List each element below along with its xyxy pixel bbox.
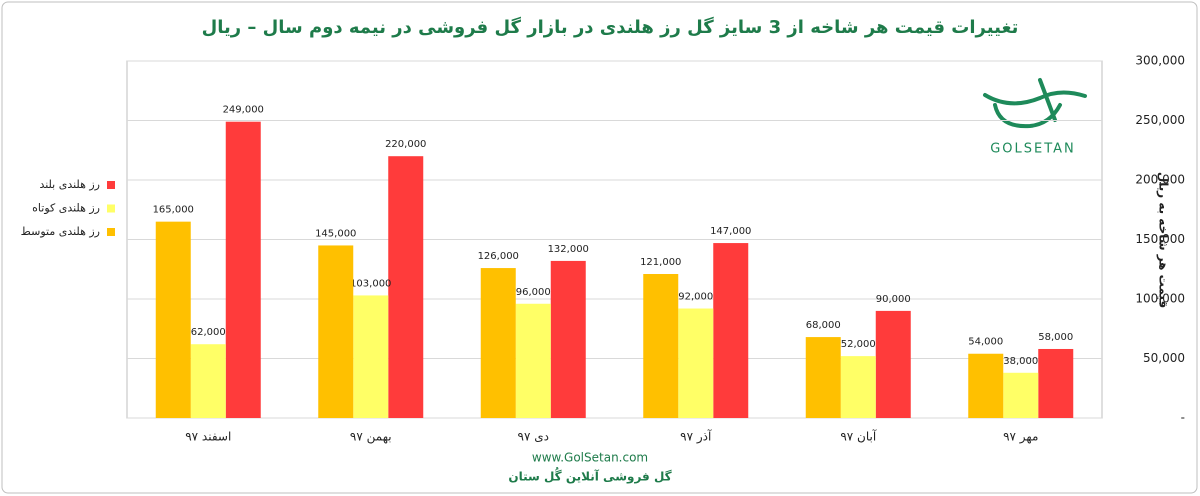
bar — [515, 303, 551, 418]
x-tick-label: اسفند ۹۷ — [185, 430, 231, 444]
bar — [1038, 348, 1074, 418]
value-label: 58,000 — [1038, 332, 1073, 343]
legend-swatch — [107, 204, 115, 213]
y-tick-label: 250,000 — [1135, 113, 1185, 127]
bar — [805, 337, 841, 418]
x-tick-label: آبان ۹۷ — [840, 429, 877, 444]
value-label: 68,000 — [806, 320, 841, 331]
bar — [678, 308, 714, 418]
value-label: 103,000 — [350, 278, 391, 289]
bar — [225, 121, 261, 418]
x-tick-label: بهمن ۹۷ — [350, 430, 392, 445]
y-tick-label: 100,000 — [1135, 292, 1185, 306]
bar — [155, 221, 191, 418]
bar — [388, 156, 424, 418]
bar — [840, 356, 876, 418]
legend-label: رز هلندی بلند — [39, 178, 100, 191]
y-tick-label: 50,000 — [1143, 351, 1185, 365]
value-label: 96,000 — [516, 287, 551, 298]
legend-swatch — [107, 181, 115, 189]
bar — [713, 243, 749, 418]
bar — [550, 260, 586, 418]
bar — [643, 274, 679, 418]
bar — [480, 268, 516, 418]
bar — [1003, 372, 1039, 418]
y-tick-label: 200,000 — [1135, 173, 1185, 187]
value-label: 38,000 — [1003, 356, 1038, 367]
chart-title: تغییرات قیمت هر شاخه از 3 سایز گل رز هلن… — [202, 16, 1019, 38]
value-label: 147,000 — [710, 226, 751, 237]
y-axis-title: قیمت هر شاخه به ریال — [1157, 172, 1171, 308]
value-label: 165,000 — [153, 205, 194, 216]
y-tick-label: 300,000 — [1135, 54, 1185, 68]
bar — [968, 353, 1004, 418]
x-tick-label: آذر ۹۷ — [680, 429, 712, 445]
value-label: 220,000 — [385, 139, 426, 150]
legend-swatch — [107, 228, 115, 236]
legend-label: رز هلندی کوتاه — [32, 202, 100, 215]
value-label: 92,000 — [678, 292, 713, 303]
legend-label: رز هلندی متوسط — [21, 225, 100, 238]
bar — [353, 295, 389, 418]
value-label: 132,000 — [548, 244, 589, 255]
logo-mark — [983, 78, 1087, 129]
x-tick-label: مهر ۹۷ — [1003, 430, 1038, 445]
bar — [318, 245, 354, 418]
value-label: 52,000 — [841, 339, 876, 350]
value-label: 121,000 — [640, 257, 681, 268]
footer-url: www.GolSetan.com — [532, 451, 648, 465]
y-tick-label: 150,000 — [1135, 232, 1185, 246]
value-label: 145,000 — [315, 228, 356, 239]
value-label: 54,000 — [968, 337, 1003, 348]
value-label: 90,000 — [876, 294, 911, 305]
y-tick-label: - — [1181, 411, 1185, 425]
value-label: 126,000 — [478, 251, 519, 262]
value-label: 62,000 — [191, 327, 226, 338]
value-label: 249,000 — [223, 105, 264, 116]
logo-text: GOLSETAN — [990, 142, 1076, 157]
x-tick-label: دی ۹۷ — [518, 430, 549, 444]
bar — [190, 344, 226, 418]
bar — [875, 310, 911, 418]
footer-text: گل فروشی آنلاین گُل ستان — [508, 466, 671, 484]
